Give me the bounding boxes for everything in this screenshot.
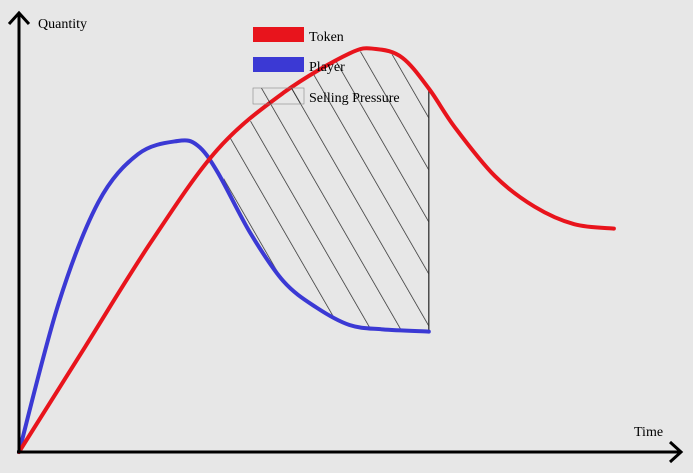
axes: Quantity Time	[7, 10, 684, 464]
legend-label-token: Token	[309, 30, 344, 45]
y-axis-arrowhead	[7, 10, 31, 26]
legend-swatch-selling-pressure	[252, 87, 305, 105]
legend-label-selling-pressure: Selling Pressure	[309, 91, 400, 106]
legend-swatch-player	[253, 57, 304, 72]
legend-swatch-token	[253, 27, 304, 42]
legend: Token Player Selling Pressure	[252, 27, 400, 106]
token-series-line	[17, 46, 616, 454]
x-axis-arrowhead	[668, 440, 684, 464]
y-axis-label: Quantity	[38, 17, 87, 32]
x-axis-label: Time	[634, 425, 663, 440]
legend-label-player: Player	[309, 60, 345, 75]
